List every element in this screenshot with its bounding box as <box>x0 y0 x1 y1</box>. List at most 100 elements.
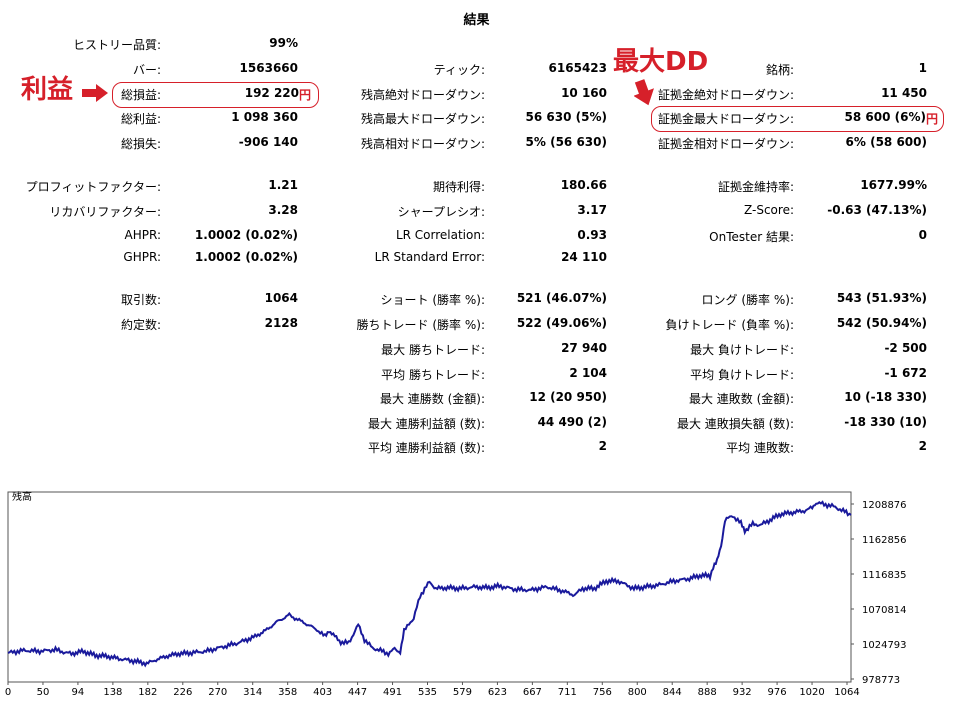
x-tick-label-15: 667 <box>523 687 542 698</box>
x-tick-label-14: 623 <box>488 687 507 698</box>
col2-value-0: 6165423 <box>548 61 607 75</box>
x-tick-label-2: 94 <box>72 687 85 698</box>
x-tick-label-5: 226 <box>173 687 192 698</box>
x-tick-label-0: 0 <box>5 687 11 698</box>
col3-value-5: -0.63 (47.13%) <box>827 203 927 217</box>
col2-label-1: 残高絶対ドローダウン: <box>360 88 485 102</box>
col2-label-6: LR Correlation: <box>395 228 485 242</box>
col1-value-6: 3.28 <box>268 203 298 217</box>
col3-value-12: -18 330 (10) <box>844 415 927 429</box>
col1-label-10: 約定数: <box>120 318 161 332</box>
col3-label-4: 証拠金維持率: <box>717 180 794 194</box>
col1-value-8: 1.0002 (0.02%) <box>194 250 298 264</box>
col3-label-9: 最大 負けトレード: <box>690 343 794 357</box>
col1-value-10: 2128 <box>264 316 298 330</box>
col2-value-11: 2 104 <box>569 366 607 380</box>
col2-value-14: 2 <box>598 439 607 453</box>
x-tick-label-19: 844 <box>663 687 682 698</box>
col3-value-4: 1677.99% <box>860 178 927 192</box>
max-dd-annotation: 最大DD <box>613 47 709 77</box>
col3-value-6: 0 <box>918 228 927 242</box>
col3-value-11: 10 (-18 330) <box>844 390 927 404</box>
col2-value-8: 521 (46.07%) <box>516 291 607 305</box>
col3-label-12: 最大 連敗損失額 (数): <box>676 417 794 431</box>
col2-label-10: 最大 勝ちトレード: <box>381 343 485 357</box>
y-tick-label-2: 1116835 <box>862 570 907 581</box>
col3-value-0: 1 <box>918 61 927 75</box>
col1-value-4: -906 140 <box>238 135 298 149</box>
x-tick-label-16: 711 <box>558 687 577 698</box>
col1-label-9: 取引数: <box>120 293 161 307</box>
col3-label-5: Z-Score: <box>744 203 794 217</box>
col3-value-3: 6% (58 600) <box>845 135 927 149</box>
max-drawdown-highlight <box>651 106 944 132</box>
col2-value-13: 44 490 (2) <box>537 415 607 429</box>
y-tick-label-4: 1024793 <box>862 640 907 651</box>
x-tick-label-20: 888 <box>698 687 717 698</box>
y-tick-label-3: 1070814 <box>862 605 907 616</box>
col2-label-0: ティック: <box>433 63 485 77</box>
x-tick-label-10: 447 <box>348 687 367 698</box>
col2-label-14: 平均 連勝利益額 (数): <box>367 441 485 455</box>
col2-value-6: 0.93 <box>577 228 607 242</box>
col2-value-1: 10 160 <box>561 86 607 100</box>
col2-label-3: 残高相対ドローダウン: <box>360 137 485 151</box>
col3-label-6: OnTester 結果: <box>709 230 794 244</box>
x-tick-label-13: 579 <box>453 687 472 698</box>
col3-value-9: -2 500 <box>884 341 927 355</box>
col2-label-2: 残高最大ドローダウン: <box>360 112 485 126</box>
profit-annotation: 利益 <box>21 75 74 105</box>
balance-chart: 残高 0 50 94 138 182 226 270 314 358 403 447 491 535 579… <box>5 490 907 698</box>
col2-label-13: 最大 連勝利益額 (数): <box>367 417 485 431</box>
col1-label-1: バー: <box>132 63 161 77</box>
x-tick-label-18: 800 <box>628 687 647 698</box>
col2-value-7: 24 110 <box>561 250 607 264</box>
col2-label-12: 最大 連勝数 (金額): <box>379 392 485 406</box>
col1-value-1: 1563660 <box>239 61 298 75</box>
chart-plot-area <box>7 491 852 683</box>
col1-value-9: 1064 <box>264 291 298 305</box>
x-tick-label-21: 932 <box>733 687 752 698</box>
col1-value-2: 192 220 <box>244 86 299 100</box>
col1-value-0: 99% <box>269 36 298 50</box>
col2-value-5: 3.17 <box>577 203 607 217</box>
yen-unit: 円 <box>299 88 312 102</box>
x-tick-label-17: 756 <box>593 687 612 698</box>
col1-value-7: 1.0002 (0.02%) <box>194 228 298 242</box>
y-tick-label-1: 1162856 <box>862 535 907 546</box>
col3-label-8: 負けトレード (負率 %): <box>665 318 794 332</box>
col3-label-7: ロング (勝率 %): <box>701 293 794 307</box>
x-tick-label-12: 535 <box>418 687 437 698</box>
col2-label-7: LR Standard Error: <box>374 250 485 264</box>
x-tick-label-9: 403 <box>313 687 332 698</box>
col3-label-2: 証拠金最大ドローダウン: <box>657 112 794 126</box>
col2-label-4: 期待利得: <box>432 180 485 194</box>
x-tick-label-7: 314 <box>243 687 262 698</box>
col2-value-4: 180.66 <box>560 178 607 192</box>
col2-value-2: 56 630 (5%) <box>525 110 607 124</box>
col3-value-2: 58 600 (6%) <box>844 110 926 124</box>
col3-label-0: 銘柄: <box>765 63 794 77</box>
col2-label-8: ショート (勝率 %): <box>380 293 485 307</box>
col1-label-0: ヒストリー品質: <box>72 38 161 52</box>
col3-label-10: 平均 負けトレード: <box>690 368 794 382</box>
col2-label-11: 平均 勝ちトレード: <box>381 368 485 382</box>
col3-label-13: 平均 連敗数: <box>726 441 794 455</box>
col1-value-3: 1 098 360 <box>231 110 298 124</box>
col3-label-3: 証拠金相対ドローダウン: <box>657 137 794 151</box>
col3-value-13: 2 <box>918 439 927 453</box>
col1-label-8: GHPR: <box>123 250 161 264</box>
col1-label-5: プロフィットファクター: <box>25 180 161 194</box>
balance-line <box>7 500 852 668</box>
arrow-right-icon <box>82 84 108 102</box>
col3-label-11: 最大 連敗数 (金額): <box>688 392 794 406</box>
x-tick-label-8: 358 <box>278 687 297 698</box>
col1-label-2: 総損益: <box>120 88 161 102</box>
col1-label-7: AHPR: <box>124 228 161 242</box>
col2-value-10: 27 940 <box>561 341 607 355</box>
col1-label-6: リカバリファクター: <box>49 205 161 219</box>
x-tick-label-11: 491 <box>383 687 402 698</box>
col2-value-9: 522 (49.06%) <box>516 316 607 330</box>
col3-value-10: -1 672 <box>884 366 927 380</box>
x-tick-label-24: 1064 <box>834 687 859 698</box>
